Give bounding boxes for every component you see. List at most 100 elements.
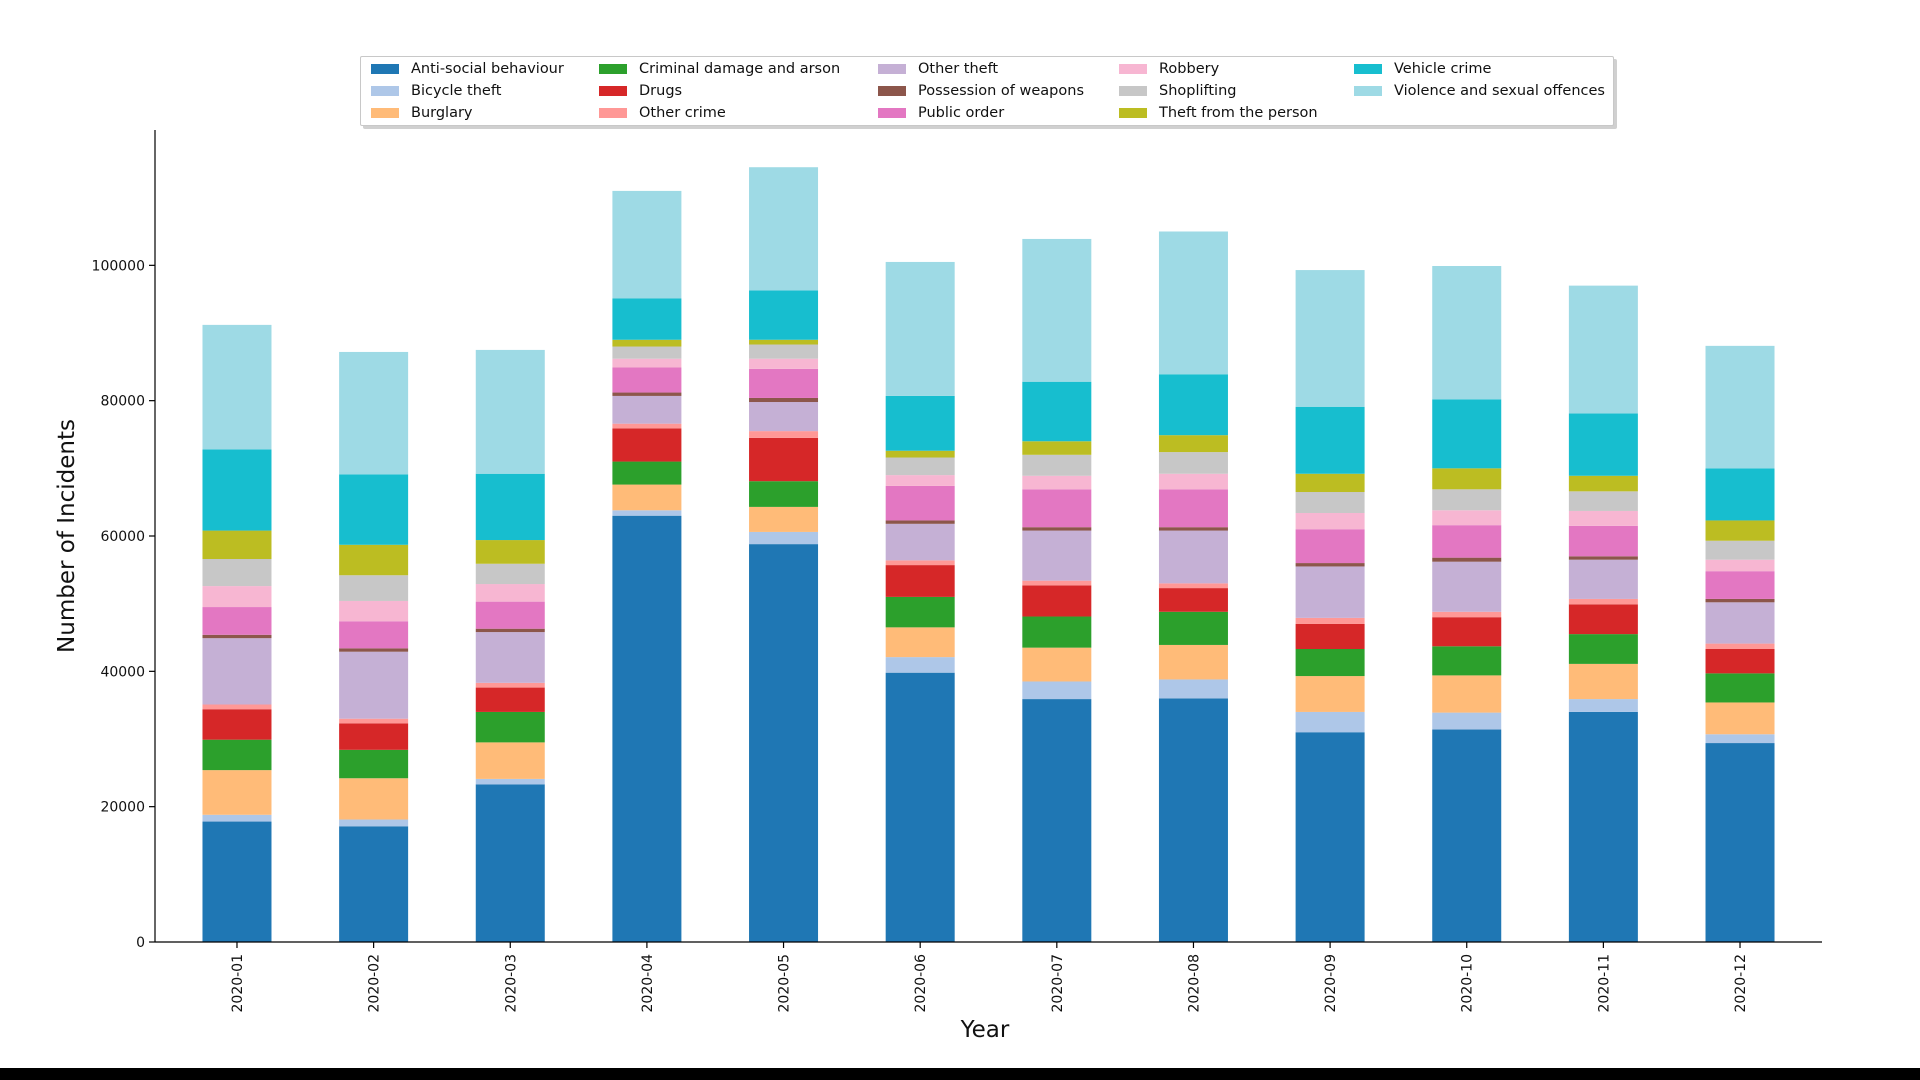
bar-segment (1295, 732, 1365, 942)
bar-segment (1158, 489, 1228, 528)
legend-item: Other crime (599, 103, 726, 123)
bar-segment (1705, 743, 1775, 942)
bar-segment (749, 531, 819, 545)
bar-segment (202, 739, 272, 771)
bar-segment (1295, 566, 1365, 618)
legend-swatch (878, 108, 906, 118)
bar-segment (1022, 441, 1092, 455)
legend-swatch (1119, 64, 1147, 74)
legend-label: Bicycle theft (411, 83, 502, 99)
bar-segment (1295, 649, 1365, 677)
bar-segment (1022, 699, 1092, 942)
bar-segment (1568, 285, 1638, 414)
bar-segment (475, 584, 545, 602)
bar-segment (1568, 604, 1638, 635)
bar-segment (1295, 270, 1365, 407)
y-tick-label: 20000 (100, 800, 145, 816)
legend-item: Violence and sexual offences (1354, 81, 1605, 101)
legend-item: Criminal damage and arson (599, 59, 840, 79)
legend-item: Bicycle theft (371, 81, 501, 101)
bar-segment (749, 290, 819, 340)
x-tick-label: 2020-10 (1460, 954, 1476, 1013)
bar-segment (612, 423, 682, 429)
bar-segment (1568, 711, 1638, 942)
bar-segment (202, 638, 272, 705)
bar-segment (1568, 699, 1638, 712)
bar-segment (749, 339, 819, 345)
bar-segment (339, 621, 409, 649)
bar-segment (1705, 734, 1775, 744)
bar-segment (885, 672, 955, 942)
bar-segment (749, 167, 819, 291)
bar-segment (202, 324, 272, 450)
bar-segment (612, 190, 682, 299)
bar-segment (612, 515, 682, 942)
bar-segment (339, 351, 409, 475)
bar-segment (339, 575, 409, 601)
bar-segment (612, 367, 682, 393)
legend-swatch (599, 64, 627, 74)
legend-swatch (1119, 86, 1147, 96)
bar-segment (749, 344, 819, 359)
bar-segment (1432, 675, 1502, 713)
bar-segment (339, 648, 409, 652)
legend-label: Vehicle crime (1394, 61, 1492, 77)
x-tick-label: 2020-05 (777, 954, 793, 1013)
legend-label: Violence and sexual offences (1394, 83, 1605, 99)
bar-segment (1158, 611, 1228, 645)
legend-swatch (1354, 64, 1382, 74)
legend-swatch (878, 86, 906, 96)
bar-segment (1432, 489, 1502, 511)
bar-segment (1432, 557, 1502, 562)
legend-label: Theft from the person (1159, 105, 1318, 121)
bar-segment (885, 485, 955, 521)
bar-segment (339, 819, 409, 827)
bar-segment (1295, 563, 1365, 567)
legend-swatch (599, 86, 627, 96)
bar-segment (1022, 580, 1092, 586)
legend-label: Other crime (639, 105, 726, 121)
bar-segment (749, 368, 819, 398)
bar-segment (339, 544, 409, 576)
bar-segment (1432, 561, 1502, 612)
bar-segment (1568, 475, 1638, 492)
bar-segment (1705, 602, 1775, 644)
bar-segment (1022, 616, 1092, 648)
bar-segment (1022, 238, 1092, 382)
bar-segment (1022, 647, 1092, 682)
legend-label: Drugs (639, 83, 683, 99)
bar-segment (202, 704, 272, 710)
bar-segment (1705, 571, 1775, 599)
bar-segment (1158, 583, 1228, 589)
bar-segment (1432, 399, 1502, 469)
legend: Anti-social behaviour Bicycle theft Burgla… (360, 56, 1614, 126)
bar-segment (339, 826, 409, 942)
bar-segment (1705, 520, 1775, 541)
bar-segment (202, 770, 272, 815)
legend-swatch (878, 64, 906, 74)
bar-segment (1705, 643, 1775, 650)
bar-segment (1158, 588, 1228, 612)
bar-segment (202, 449, 272, 531)
legend-label: Robbery (1159, 61, 1220, 77)
bar-segment (475, 628, 545, 633)
bar-segment (1432, 266, 1502, 400)
legend-label: Burglary (411, 105, 473, 121)
bar-segment (749, 358, 819, 369)
legend-item: Theft from the person (1119, 103, 1318, 123)
bar-segment (1432, 525, 1502, 558)
bar-segment (885, 657, 955, 673)
bar-segment (475, 778, 545, 785)
bar-segment (1295, 676, 1365, 712)
bar-segment (749, 481, 819, 507)
bar-segment (475, 349, 545, 474)
bar-segment (885, 261, 955, 396)
bar-segment (475, 687, 545, 712)
bar-segment (612, 484, 682, 511)
bar-segment (339, 600, 409, 622)
legend-swatch (371, 64, 399, 74)
bar-segment (1295, 711, 1365, 733)
bar-segment (885, 457, 955, 476)
bar-segment (1568, 559, 1638, 599)
